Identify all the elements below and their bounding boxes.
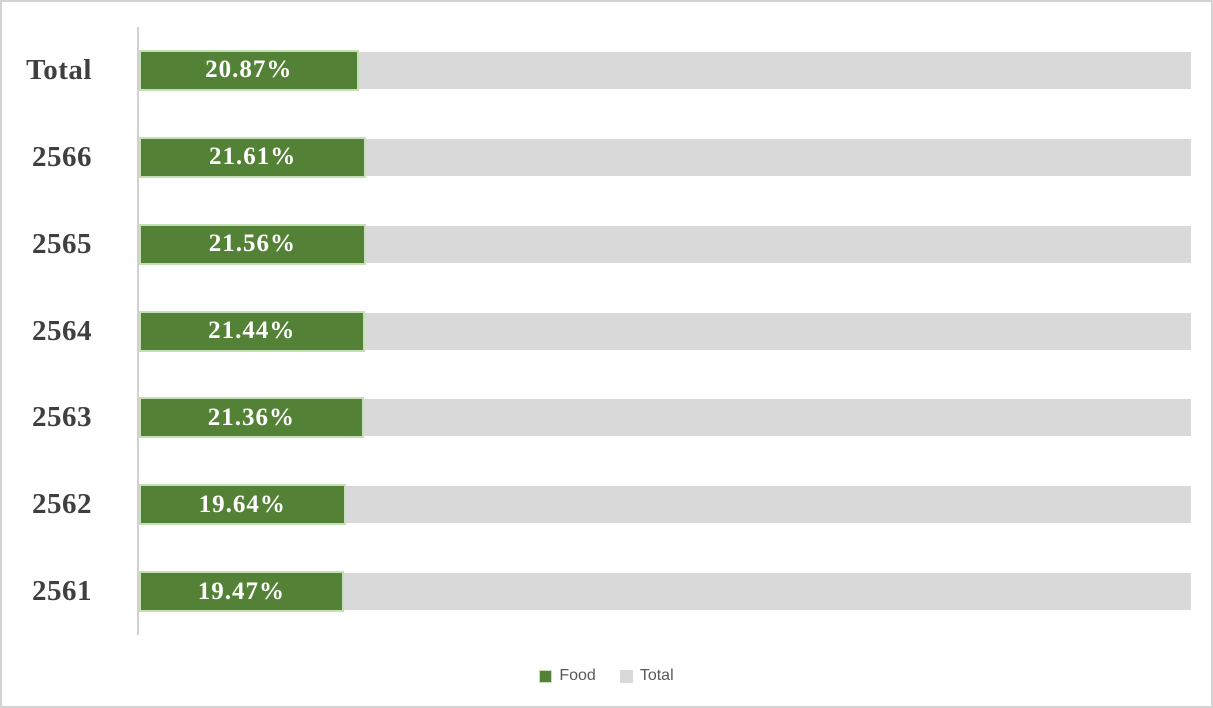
legend-label: Food <box>559 667 596 684</box>
category-label: 2563 <box>32 401 92 434</box>
category-label: 2561 <box>32 575 92 608</box>
category-label: 2564 <box>32 314 92 347</box>
chart-row: Total 20.87% <box>2 27 1191 114</box>
chart-row: 2563 21.36% <box>2 374 1191 461</box>
total-bar: 21.56% <box>139 223 1191 265</box>
bar-value-label: 21.36% <box>207 403 295 431</box>
legend-item: Food <box>539 667 596 685</box>
total-bar: 21.44% <box>139 310 1191 352</box>
legend-swatch <box>619 669 633 683</box>
chart-row: 2561 19.47% <box>2 548 1191 635</box>
food-bar: 21.36% <box>139 397 364 439</box>
total-bar: 20.87% <box>139 49 1191 91</box>
plot-area: Total 20.87% 2566 21.61% 2565 21.56% 256… <box>2 27 1191 635</box>
bar-value-label: 21.44% <box>208 317 296 344</box>
bar-value-label: 21.61% <box>209 143 297 171</box>
legend-item: Total <box>619 667 674 685</box>
food-bar: 21.61% <box>139 136 367 178</box>
chart-row: 2564 21.44% <box>2 288 1191 375</box>
total-bar: 21.61% <box>139 136 1191 178</box>
food-bar: 19.47% <box>139 571 344 613</box>
total-bar: 21.36% <box>139 397 1191 439</box>
bar-value-label: 20.87% <box>205 56 293 84</box>
chart-row: 2565 21.56% <box>2 201 1191 288</box>
legend-swatch <box>539 669 553 683</box>
food-bar: 20.87% <box>139 49 359 91</box>
bar-value-label: 19.64% <box>198 490 286 518</box>
chart-row: 2566 21.61% <box>2 114 1191 201</box>
category-label: 2565 <box>32 227 92 260</box>
total-bar: 19.64% <box>139 484 1191 526</box>
legend-label: Total <box>639 667 674 684</box>
bar-value-label: 19.47% <box>197 577 286 605</box>
category-label: 2562 <box>32 488 92 521</box>
total-bar: 19.47% <box>139 571 1191 613</box>
category-label: 2566 <box>32 140 92 173</box>
category-label: Total <box>26 53 92 86</box>
food-bar: 19.64% <box>139 484 346 526</box>
bar-value-label: 21.56% <box>208 230 297 258</box>
food-bar: 21.44% <box>139 310 365 352</box>
legend: Food Total <box>2 667 1211 685</box>
food-bar: 21.56% <box>139 223 366 265</box>
y-axis-line <box>137 27 139 635</box>
chart-row: 2562 19.64% <box>2 461 1191 548</box>
